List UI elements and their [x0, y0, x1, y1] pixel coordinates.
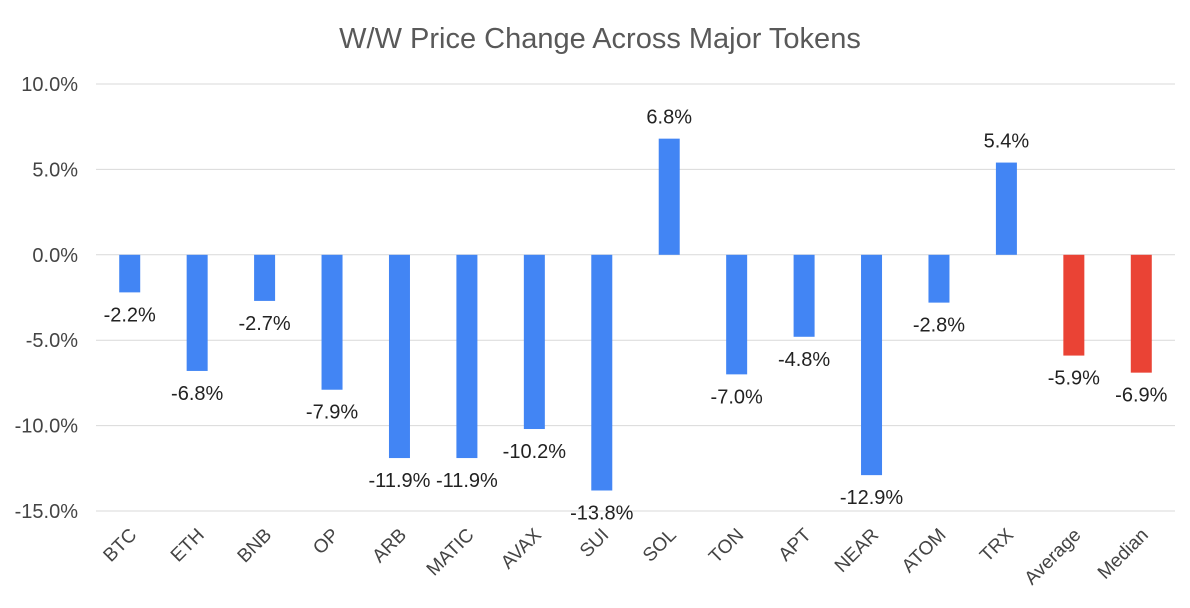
- bar-near: [861, 254, 883, 476]
- data-label: -12.9%: [840, 487, 904, 509]
- bar-btc: [119, 254, 141, 293]
- bar-matic: [456, 254, 478, 459]
- data-label: 6.8%: [646, 107, 692, 129]
- data-label: -7.0%: [711, 386, 763, 408]
- category-label: OP: [309, 525, 343, 559]
- bars: [119, 138, 1152, 491]
- category-label: Average: [1021, 525, 1086, 590]
- category-label: NEAR: [831, 525, 883, 577]
- data-label: -11.9%: [369, 470, 431, 492]
- bar-eth: [186, 254, 208, 371]
- category-label: SUI: [576, 525, 613, 562]
- bar-sui: [591, 254, 613, 491]
- bar-avax: [523, 254, 545, 430]
- category-label: ARB: [369, 525, 411, 567]
- x-axis-category-labels: BTC ETH BNB OP ARB MATIC AVAX SUI SOL TON APT NEAR A…: [100, 524, 1153, 589]
- bar-trx: [995, 162, 1017, 255]
- data-labels: -2.2%-6.8%-2.7%-7.9%-11.9% -11.9%-10.2%-1…: [104, 107, 1168, 525]
- y-tick-label: -5.0%: [26, 330, 78, 352]
- chart-title: W/W Price Change Across Major Tokens: [339, 23, 861, 55]
- category-label: APT: [775, 524, 816, 565]
- bar-atom: [928, 254, 950, 303]
- data-label: -2.2%: [104, 304, 156, 326]
- data-label: -6.9%: [1115, 385, 1167, 407]
- category-label: MATIC: [423, 525, 479, 581]
- data-label: -5.9%: [1048, 368, 1100, 390]
- y-tick-label: -15.0%: [15, 501, 79, 523]
- bar-arb: [388, 254, 410, 459]
- data-label: -2.8%: [913, 315, 965, 337]
- category-label: Median: [1094, 525, 1153, 584]
- data-label: -4.8%: [778, 349, 830, 371]
- category-label: TON: [705, 525, 748, 568]
- y-axis-tick-labels: 10.0% 5.0% 0.0% -5.0% -10.0% -15.0%: [15, 74, 79, 523]
- y-tick-label: -10.0%: [15, 416, 79, 438]
- category-label: BNB: [234, 525, 276, 567]
- category-label: BTC: [100, 525, 142, 567]
- data-label: -7.9%: [306, 402, 358, 424]
- category-label: SOL: [639, 525, 681, 567]
- category-label: AVAX: [497, 524, 546, 573]
- bar-bnb: [254, 254, 276, 301]
- bar-ton: [726, 254, 748, 375]
- bar-median: [1130, 254, 1152, 373]
- category-label: ETH: [167, 525, 209, 567]
- bar-apt: [793, 254, 815, 337]
- bar-sol: [658, 138, 680, 255]
- data-label: -2.7%: [238, 313, 290, 335]
- bar-average: [1063, 254, 1085, 356]
- bar-op: [321, 254, 343, 390]
- data-label: -11.9%: [436, 470, 498, 492]
- category-label: TRX: [976, 524, 1018, 566]
- gridlines: [96, 83, 1175, 512]
- y-tick-label: 0.0%: [32, 245, 78, 267]
- y-tick-label: 10.0%: [21, 74, 78, 96]
- category-label: ATOM: [898, 525, 950, 577]
- y-tick-label: 5.0%: [32, 159, 78, 181]
- data-label: 5.4%: [984, 131, 1030, 153]
- data-label: -13.8%: [570, 503, 634, 525]
- data-label: -6.8%: [171, 383, 223, 405]
- data-label: -10.2%: [503, 441, 567, 463]
